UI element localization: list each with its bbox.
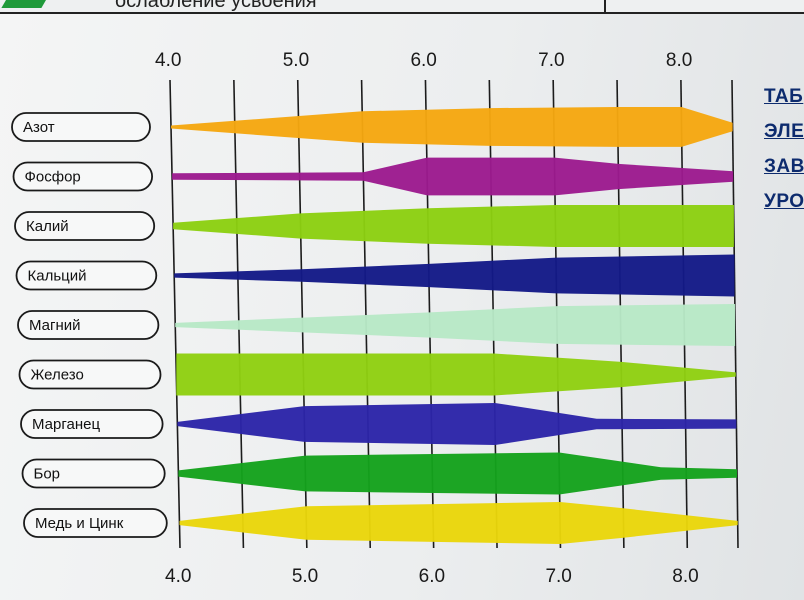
header-strip: ослабление усвоения xyxy=(0,0,804,14)
x-tick-label-top: 5.0 xyxy=(283,50,309,71)
row-label-text: Азот xyxy=(23,119,55,136)
row-label-5: Магний xyxy=(17,310,160,340)
header-text: ослабление усвоения xyxy=(115,0,317,12)
row-label-4: Кальций xyxy=(15,260,158,291)
row-label-pill xyxy=(15,260,158,291)
row-label-text: Фосфор xyxy=(25,169,81,186)
x-tick-label-bottom: 6.0 xyxy=(419,566,445,587)
nutrient-bands xyxy=(171,107,738,544)
row-label-pill xyxy=(14,211,156,241)
x-tick-label-top: 6.0 xyxy=(410,50,436,71)
row-label-7: Марганец xyxy=(20,409,164,439)
row-label-pill xyxy=(21,458,166,489)
axis-ticks: 4.0 5.0 6.0 7.0 8.0 4.0 5.0 6.0 7.0 8.0 xyxy=(155,50,699,587)
row-label-pill xyxy=(20,409,164,439)
band-1 xyxy=(171,107,733,147)
band-6 xyxy=(176,353,736,396)
row-label-3: Калий xyxy=(14,211,156,241)
x-tick-label-top: 8.0 xyxy=(666,50,692,71)
band-3 xyxy=(173,205,734,247)
row-label-text: Магний xyxy=(29,317,81,334)
band-9 xyxy=(179,502,738,544)
row-label-text: Железо xyxy=(31,367,84,384)
band-5 xyxy=(175,304,736,346)
row-label-pill xyxy=(23,508,168,538)
row-label-pill xyxy=(12,161,154,192)
row-label-pill xyxy=(11,112,151,142)
side-note-line-4: УРО xyxy=(764,191,804,212)
row-labels: Азот Фосфор Калий Кальций Магний Железо Марган… xyxy=(11,112,168,538)
band-2 xyxy=(172,157,734,196)
row-label-text: Калий xyxy=(26,218,69,235)
row-label-9: Медь и Цинк xyxy=(23,508,168,538)
row-label-text: Марганец xyxy=(32,416,100,433)
side-note-line-3: ЗАВ xyxy=(764,156,804,177)
x-tick-label-top: 7.0 xyxy=(538,50,564,71)
row-label-6: Железо xyxy=(18,359,162,390)
row-label-2: Фосфор xyxy=(12,161,154,192)
row-label-1: Азот xyxy=(11,112,151,142)
row-label-pill xyxy=(17,310,160,340)
row-label-text: Кальций xyxy=(28,268,87,285)
band-7 xyxy=(177,403,737,445)
header-divider xyxy=(604,0,606,12)
band-4 xyxy=(174,254,735,297)
side-note-line-1: ТАБ xyxy=(764,86,804,107)
x-tick-label-bottom: 4.0 xyxy=(165,566,191,587)
x-tick-label-bottom: 5.0 xyxy=(292,566,318,587)
grid-line xyxy=(169,79,181,549)
x-tick-label-bottom: 8.0 xyxy=(672,566,698,587)
band-8 xyxy=(178,452,737,495)
row-label-8: Бор xyxy=(21,458,166,489)
x-tick-label-top: 4.0 xyxy=(155,50,181,71)
x-tick-label-bottom: 7.0 xyxy=(545,566,571,587)
row-label-text: Бор xyxy=(34,466,61,483)
side-note-line-2: ЭЛЕ xyxy=(764,121,804,142)
row-label-text: Медь и Цинк xyxy=(35,515,124,532)
row-label-pill xyxy=(18,359,162,390)
